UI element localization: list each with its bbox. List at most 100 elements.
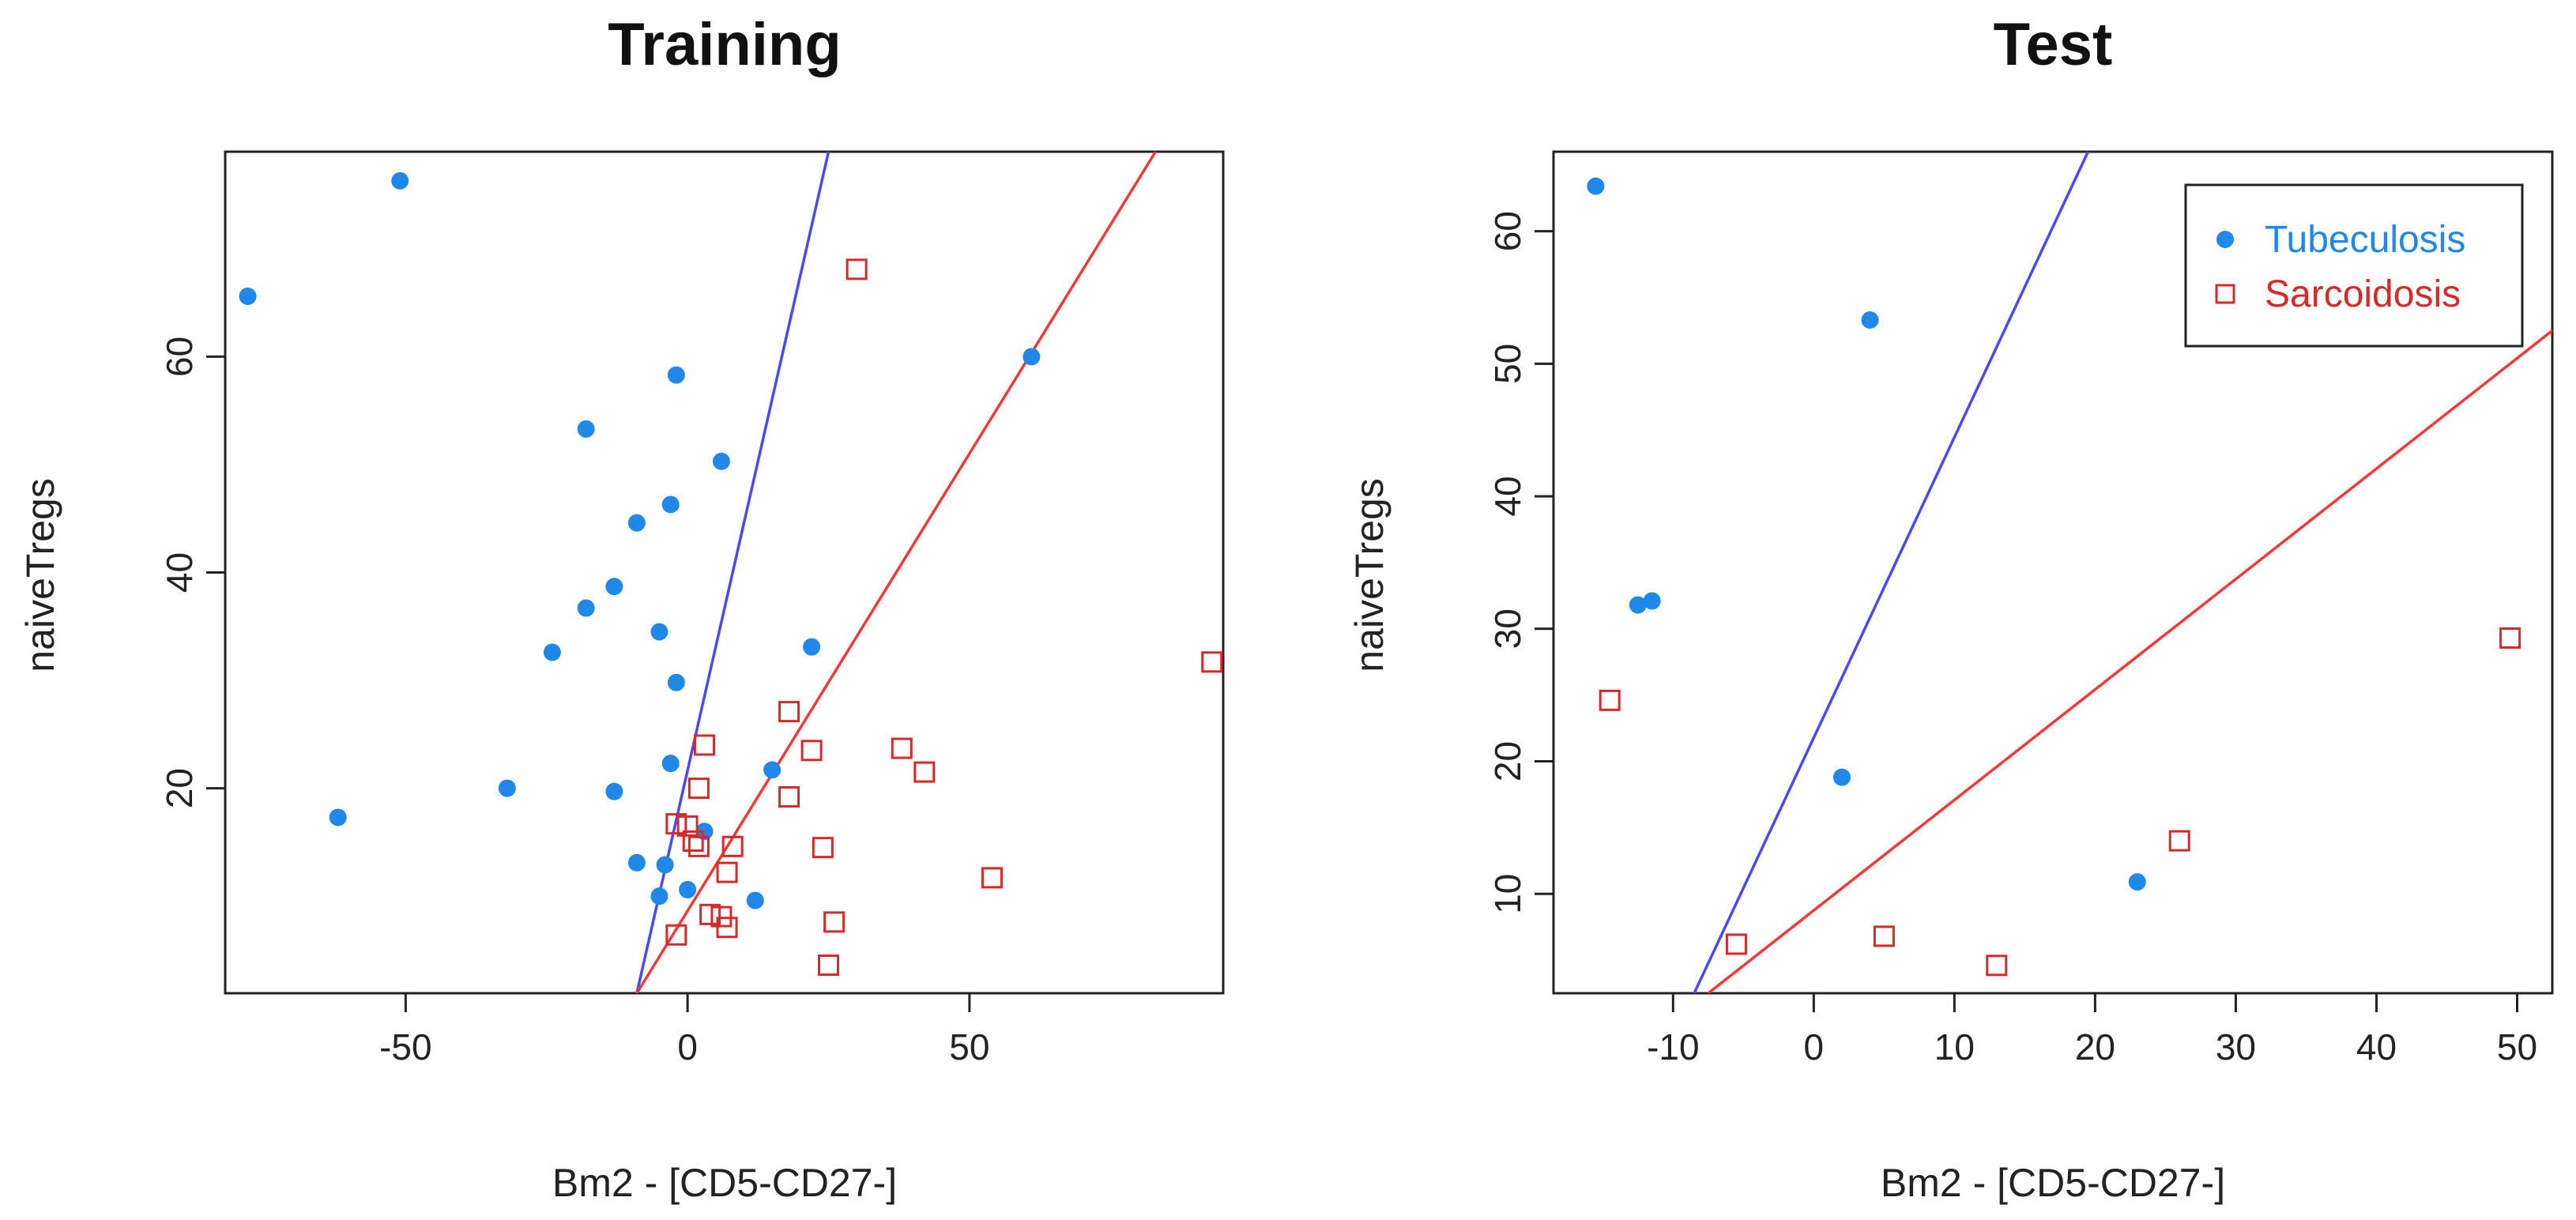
training-point-sarcoidosis [682,830,704,852]
training-point-tubeculosis [650,623,668,641]
test-y-tick-label: 10 [1487,874,1528,914]
test-plot-area: -10 0 10 20 30 40 50 10 20 30 40 50 60 [1487,150,2554,1068]
training-y-tick-label: 20 [159,768,200,808]
training-point-sarcoidosis [710,906,733,928]
training-point-sarcoidosis [694,734,716,756]
training-point-sarcoidosis [812,837,834,859]
test-point-tubeculosis [1587,177,1605,195]
training-point-sarcoidosis [716,917,738,939]
training-plot-frame [224,150,1225,995]
training-x-tick-label: 0 [677,1026,698,1068]
test-y-tick-label: 40 [1487,476,1528,516]
test-x-tick-label: 30 [2216,1026,2256,1068]
test-point-tubeculosis [1861,311,1879,329]
training-point-sarcoidosis [699,903,721,925]
training-boundary-line [635,152,1157,993]
training-y-tick-label: 40 [159,552,200,593]
training-point-tubeculosis [656,856,674,874]
training-point-tubeculosis [498,779,516,797]
test-x-tick-label: 40 [2356,1026,2397,1068]
training-point-tubeculosis [661,755,680,773]
training-y-tick-label: 60 [159,337,200,377]
training-point-tubeculosis [329,808,347,827]
training-point-tubeculosis [577,599,595,617]
training-point-sarcoidosis [1201,651,1223,673]
training-point-tubeculosis [667,673,685,691]
test-point-sarcoidosis [1725,933,1747,955]
training-point-sarcoidosis [823,911,845,933]
legend-label-sarcoidosis: Sarcoidosis [2265,273,2461,315]
training-point-tubeculosis [803,638,821,656]
legend-marker-sarcoidosis [2215,284,2235,304]
training-point-sarcoidosis [665,813,687,835]
test-y-tick-label: 50 [1487,344,1528,384]
training-x-axis-label: Bm2 - [CD5-CD27-] [552,1161,897,1205]
legend-box [2184,183,2524,348]
test-x-tick-label: -10 [1647,1026,1699,1068]
training-point-sarcoidosis [721,835,744,857]
training-point-tubeculosis [650,887,668,906]
training-point-tubeculosis [1022,348,1041,366]
training-point-tubeculosis [763,761,781,779]
test-point-tubeculosis [1832,768,1851,786]
test-x-tick-label: 10 [1934,1026,1975,1068]
training-point-sarcoidosis [778,701,800,723]
training-point-sarcoidosis [891,737,913,759]
training-point-sarcoidosis [687,835,710,857]
test-point-sarcoidosis [1599,689,1621,711]
legend-label-tubeculosis: Tubeculosis [2265,219,2465,261]
training-title: Training [608,11,842,78]
training-point-sarcoidosis [778,786,800,808]
training-point-tubeculosis [239,287,257,305]
training-point-tubeculosis [605,782,623,800]
test-point-tubeculosis [2128,873,2146,891]
training-point-sarcoidosis [818,955,840,976]
training-point-sarcoidosis [913,761,936,783]
training-point-tubeculosis [543,643,561,661]
training-x-tick-label: -50 [379,1026,431,1068]
test-y-axis-label: naiveTregs [1347,478,1392,672]
training-point-tubeculosis [746,891,764,909]
training-point-tubeculosis [627,514,646,532]
training-point-sarcoidosis [845,258,868,281]
test-x-tick-label: 0 [1804,1026,1825,1068]
test-point-tubeculosis [1629,596,1647,614]
test-boundary-line [1693,152,2090,993]
test-title: Test [1994,11,2113,78]
legend-marker-tubeculosis [2216,231,2234,248]
training-point-tubeculosis [695,823,714,841]
training-point-sarcoidosis [665,924,687,946]
training-boundary-line [635,152,830,993]
training-point-sarcoidosis [676,815,699,837]
test-point-sarcoidosis [1873,925,1895,947]
training-point-tubeculosis [679,880,697,898]
test-plot-frame [1552,150,2554,995]
training-x-tick-label: 50 [949,1026,989,1068]
training-point-tubeculosis [391,171,409,190]
test-x-tick-label: 20 [2075,1026,2115,1068]
training-point-tubeculosis [627,853,646,872]
training-point-tubeculosis [661,495,680,514]
test-point-sarcoidosis [1986,955,2008,977]
training-point-sarcoidosis [716,861,738,883]
test-y-tick-label: 60 [1487,211,1528,251]
test-x-tick-label: 50 [2497,1026,2537,1068]
test-boundary-line [1707,329,2552,993]
test-x-axis-label: Bm2 - [CD5-CD27-] [1881,1161,2225,1205]
training-plot-area: -50 0 50 20 40 60 [159,150,1225,1068]
training-point-tubeculosis [667,366,685,384]
test-panel: Test -10 0 10 20 30 40 50 10 20 30 40 50 60 Bm2 - [C… [1347,11,2554,1205]
training-y-axis-label: naiveTregs [18,478,62,672]
test-point-sarcoidosis [2499,627,2521,650]
training-point-tubeculosis [605,578,623,596]
training-point-tubeculosis [577,420,595,438]
test-point-tubeculosis [1643,592,1661,610]
training-point-tubeculosis [712,452,730,470]
training-point-sarcoidosis [800,740,823,762]
test-y-tick-label: 30 [1487,608,1528,649]
test-legend: Tubeculosis Sarcoidosis [2184,183,2524,348]
training-point-sarcoidosis [981,867,1003,889]
test-point-sarcoidosis [2168,830,2190,852]
